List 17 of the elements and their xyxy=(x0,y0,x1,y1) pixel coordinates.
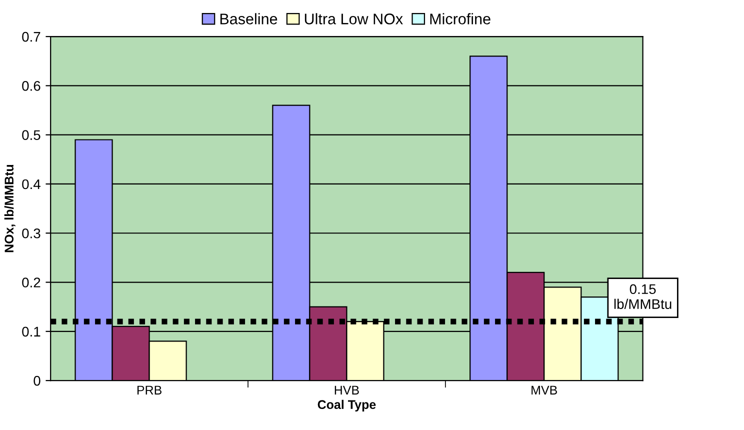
y-tick-label: 0.5 xyxy=(22,130,40,140)
y-tick-label: 0.7 xyxy=(22,32,40,42)
x-tick-label: PRB xyxy=(137,386,162,394)
y-tick-label: 0.2 xyxy=(22,278,40,288)
x-tick-label: HVB xyxy=(334,386,359,394)
y-tick-label: 0.3 xyxy=(22,228,40,238)
legend-label: Baseline xyxy=(220,13,278,24)
ref-line-label: 0.15 lb/MMBtu xyxy=(614,284,672,310)
x-axis-title: Coal Type xyxy=(318,400,376,412)
x-tick-label: MVB xyxy=(532,386,557,394)
y-tick-label: 0 xyxy=(34,376,40,386)
legend-label: Microfine xyxy=(430,13,490,24)
y-tick-label: 0.6 xyxy=(22,81,40,91)
y-tick-label: 0.1 xyxy=(22,326,40,337)
y-axis-title: NOx, lb/MMBtu xyxy=(4,164,16,252)
y-tick-label: 0.4 xyxy=(22,179,40,190)
legend-label: Ultra Low NOx xyxy=(304,13,403,24)
